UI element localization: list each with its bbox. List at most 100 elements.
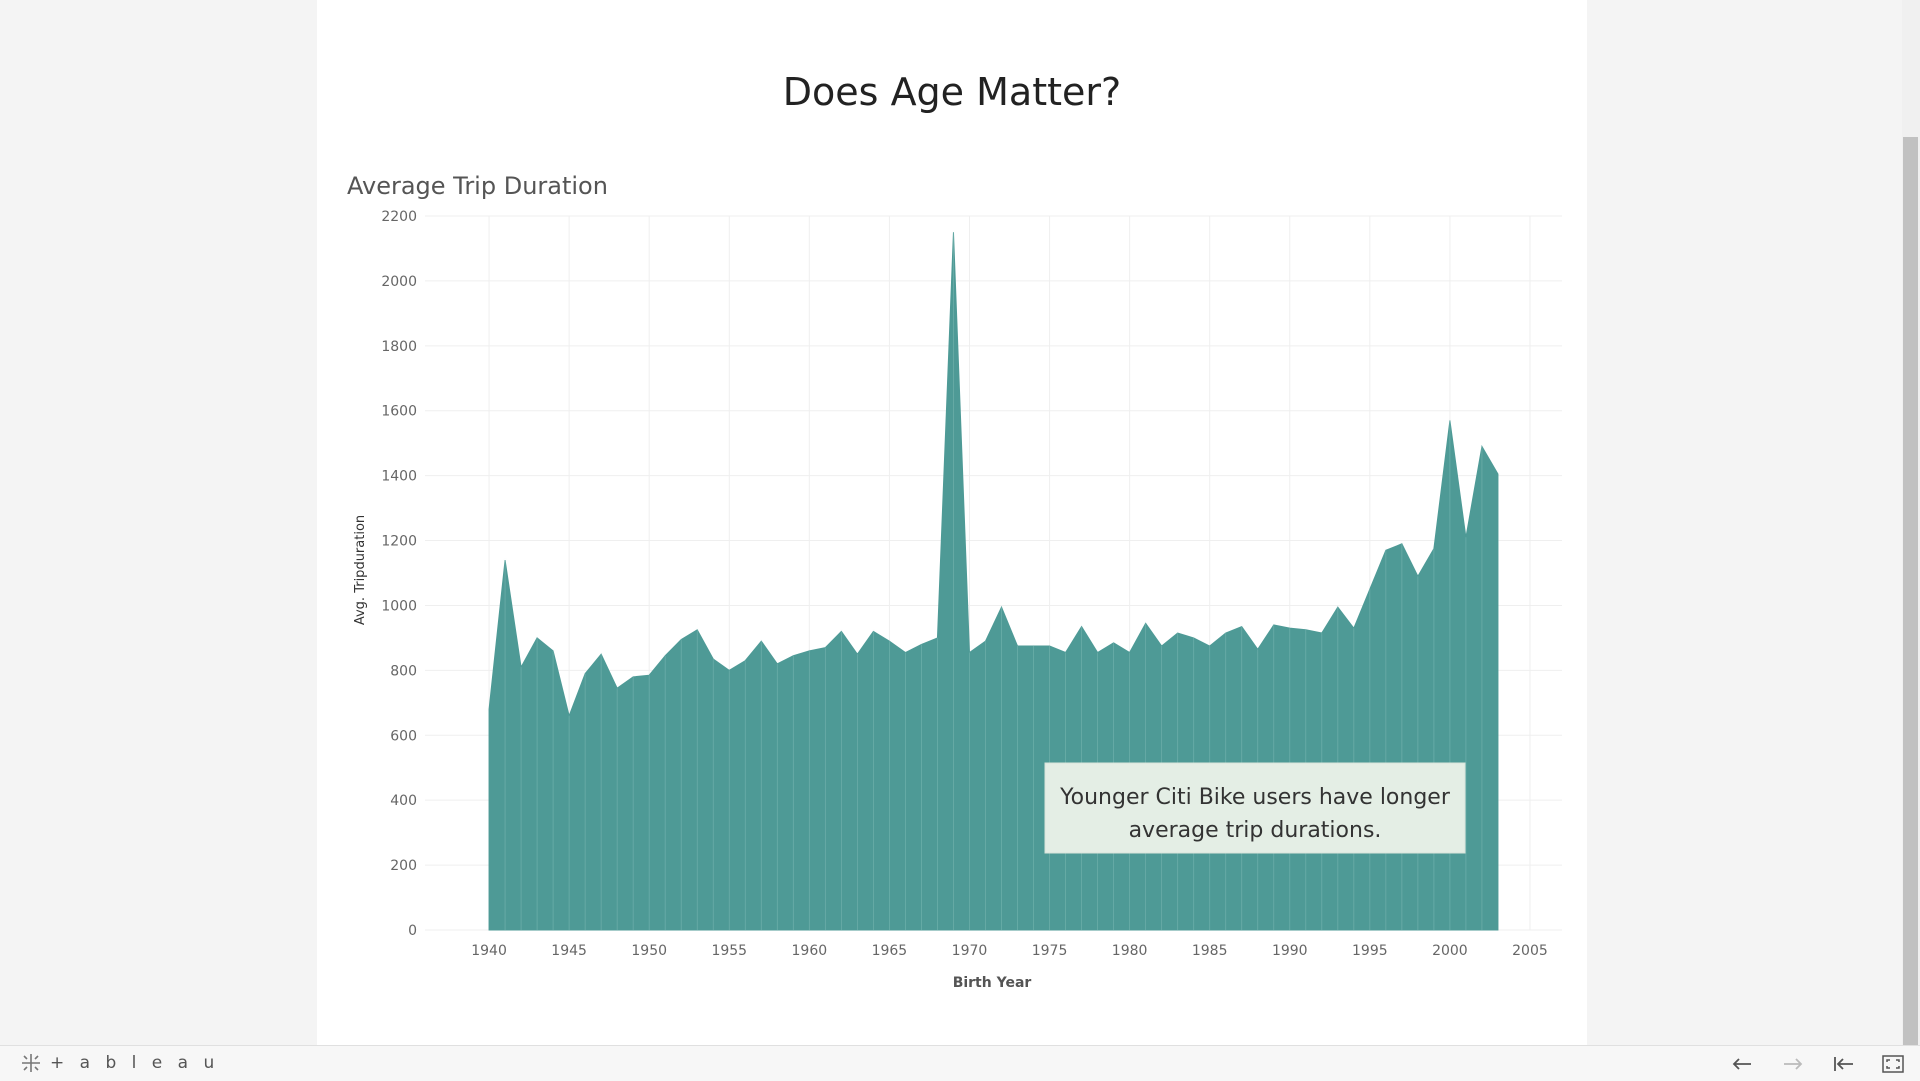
data-point (1224, 631, 1228, 635)
y-tick-label: 0 (408, 923, 417, 939)
data-point (631, 675, 635, 679)
revert-button[interactable] (1831, 1052, 1855, 1076)
data-point (487, 707, 491, 711)
data-point (1384, 548, 1388, 552)
x-tick-label: 1970 (952, 943, 988, 959)
data-point (1320, 631, 1324, 635)
data-point (1176, 631, 1180, 635)
data-point (919, 642, 923, 646)
data-point (727, 668, 731, 672)
data-point (567, 714, 571, 718)
revert-icon (1834, 1057, 1853, 1071)
y-tick-label: 600 (390, 728, 417, 744)
dashboard-title: Does Age Matter? (783, 70, 1121, 114)
arrow-right-icon (1784, 1058, 1803, 1070)
x-axis-label: Birth Year (953, 975, 1032, 991)
toolbar: + a b l e a u (0, 1045, 1920, 1081)
x-tick-label: 2005 (1512, 943, 1548, 959)
data-point (583, 672, 587, 676)
data-point (551, 649, 555, 653)
data-point (1208, 644, 1212, 648)
y-tick-label: 400 (390, 793, 417, 809)
data-point (983, 639, 987, 643)
tableau-logo[interactable]: + a b l e a u (20, 1052, 219, 1074)
y-tick-label: 1400 (381, 469, 417, 485)
fullscreen-button[interactable] (1881, 1052, 1905, 1076)
data-point (1128, 651, 1132, 655)
data-point (503, 558, 507, 562)
data-point (1240, 625, 1244, 629)
x-tick-label: 1985 (1192, 943, 1228, 959)
data-point (791, 654, 795, 658)
data-point (951, 230, 955, 234)
y-tick-label: 800 (390, 663, 417, 679)
scrollbar-thumb[interactable] (1903, 137, 1918, 1045)
data-point (1352, 626, 1356, 630)
data-point (1016, 644, 1020, 648)
data-point (871, 629, 875, 633)
data-point (663, 654, 667, 658)
x-tick-label: 1965 (872, 943, 908, 959)
data-point (1480, 444, 1484, 448)
data-point (775, 662, 779, 666)
data-point (903, 651, 907, 655)
x-axis-ticks: 1940 1945 1950 1955 1960 1965 1970 1975 1980 1985… (471, 943, 1548, 959)
y-axis-label: Avg. Tripduration (353, 515, 368, 625)
data-point (1064, 651, 1068, 655)
dashboard: Does Age Matter? Average Trip Duration 0… (317, 0, 1587, 1045)
annotation-box: Younger Citi Bike users have longer aver… (1044, 762, 1466, 854)
data-point (599, 652, 603, 656)
y-tick-label: 1600 (381, 404, 417, 420)
data-point (823, 646, 827, 650)
tableau-logo-text: + a b l e a u (50, 1053, 220, 1073)
data-point (1080, 625, 1084, 629)
x-tick-label: 1950 (631, 943, 667, 959)
x-tick-label: 1975 (1032, 943, 1068, 959)
data-point (519, 665, 523, 669)
data-point (839, 629, 843, 633)
x-tick-label: 1955 (711, 943, 747, 959)
redo-button[interactable] (1781, 1052, 1805, 1076)
data-point (1496, 472, 1500, 476)
data-point (1464, 535, 1468, 539)
y-tick-label: 200 (390, 858, 417, 874)
y-tick-label: 2200 (381, 209, 417, 225)
data-point (1160, 644, 1164, 648)
data-point (967, 651, 971, 655)
x-tick-label: 1945 (551, 943, 587, 959)
data-point (615, 686, 619, 690)
data-point (935, 636, 939, 640)
tableau-logo-icon (22, 1054, 40, 1072)
fullscreen-icon (1882, 1055, 1904, 1073)
data-point (1096, 651, 1100, 655)
data-point (743, 659, 747, 663)
y-tick-label: 1000 (381, 598, 417, 614)
data-point (695, 628, 699, 632)
arrow-left-icon (1732, 1058, 1751, 1070)
data-point (807, 649, 811, 653)
data-point (1304, 628, 1308, 632)
data-point (1048, 644, 1052, 648)
data-point (535, 636, 539, 640)
data-point (1256, 647, 1260, 651)
data-point (1000, 605, 1004, 609)
x-tick-label: 2000 (1432, 943, 1468, 959)
data-point (1288, 626, 1292, 630)
data-point (1448, 418, 1452, 422)
x-tick-label: 1995 (1352, 943, 1388, 959)
y-tick-label: 1800 (381, 339, 417, 355)
data-point (887, 639, 891, 643)
x-tick-label: 1960 (792, 943, 828, 959)
data-point (1400, 542, 1404, 546)
data-point (1272, 623, 1276, 627)
data-point (855, 652, 859, 656)
y-tick-label: 1200 (381, 534, 417, 550)
data-point (1144, 621, 1148, 625)
data-point (1416, 574, 1420, 578)
chart: Does Age Matter? Average Trip Duration 0… (347, 70, 1562, 991)
data-point (647, 673, 651, 677)
undo-button[interactable] (1730, 1052, 1754, 1076)
data-point (1432, 547, 1436, 551)
data-point (711, 657, 715, 661)
x-tick-label: 1990 (1272, 943, 1308, 959)
